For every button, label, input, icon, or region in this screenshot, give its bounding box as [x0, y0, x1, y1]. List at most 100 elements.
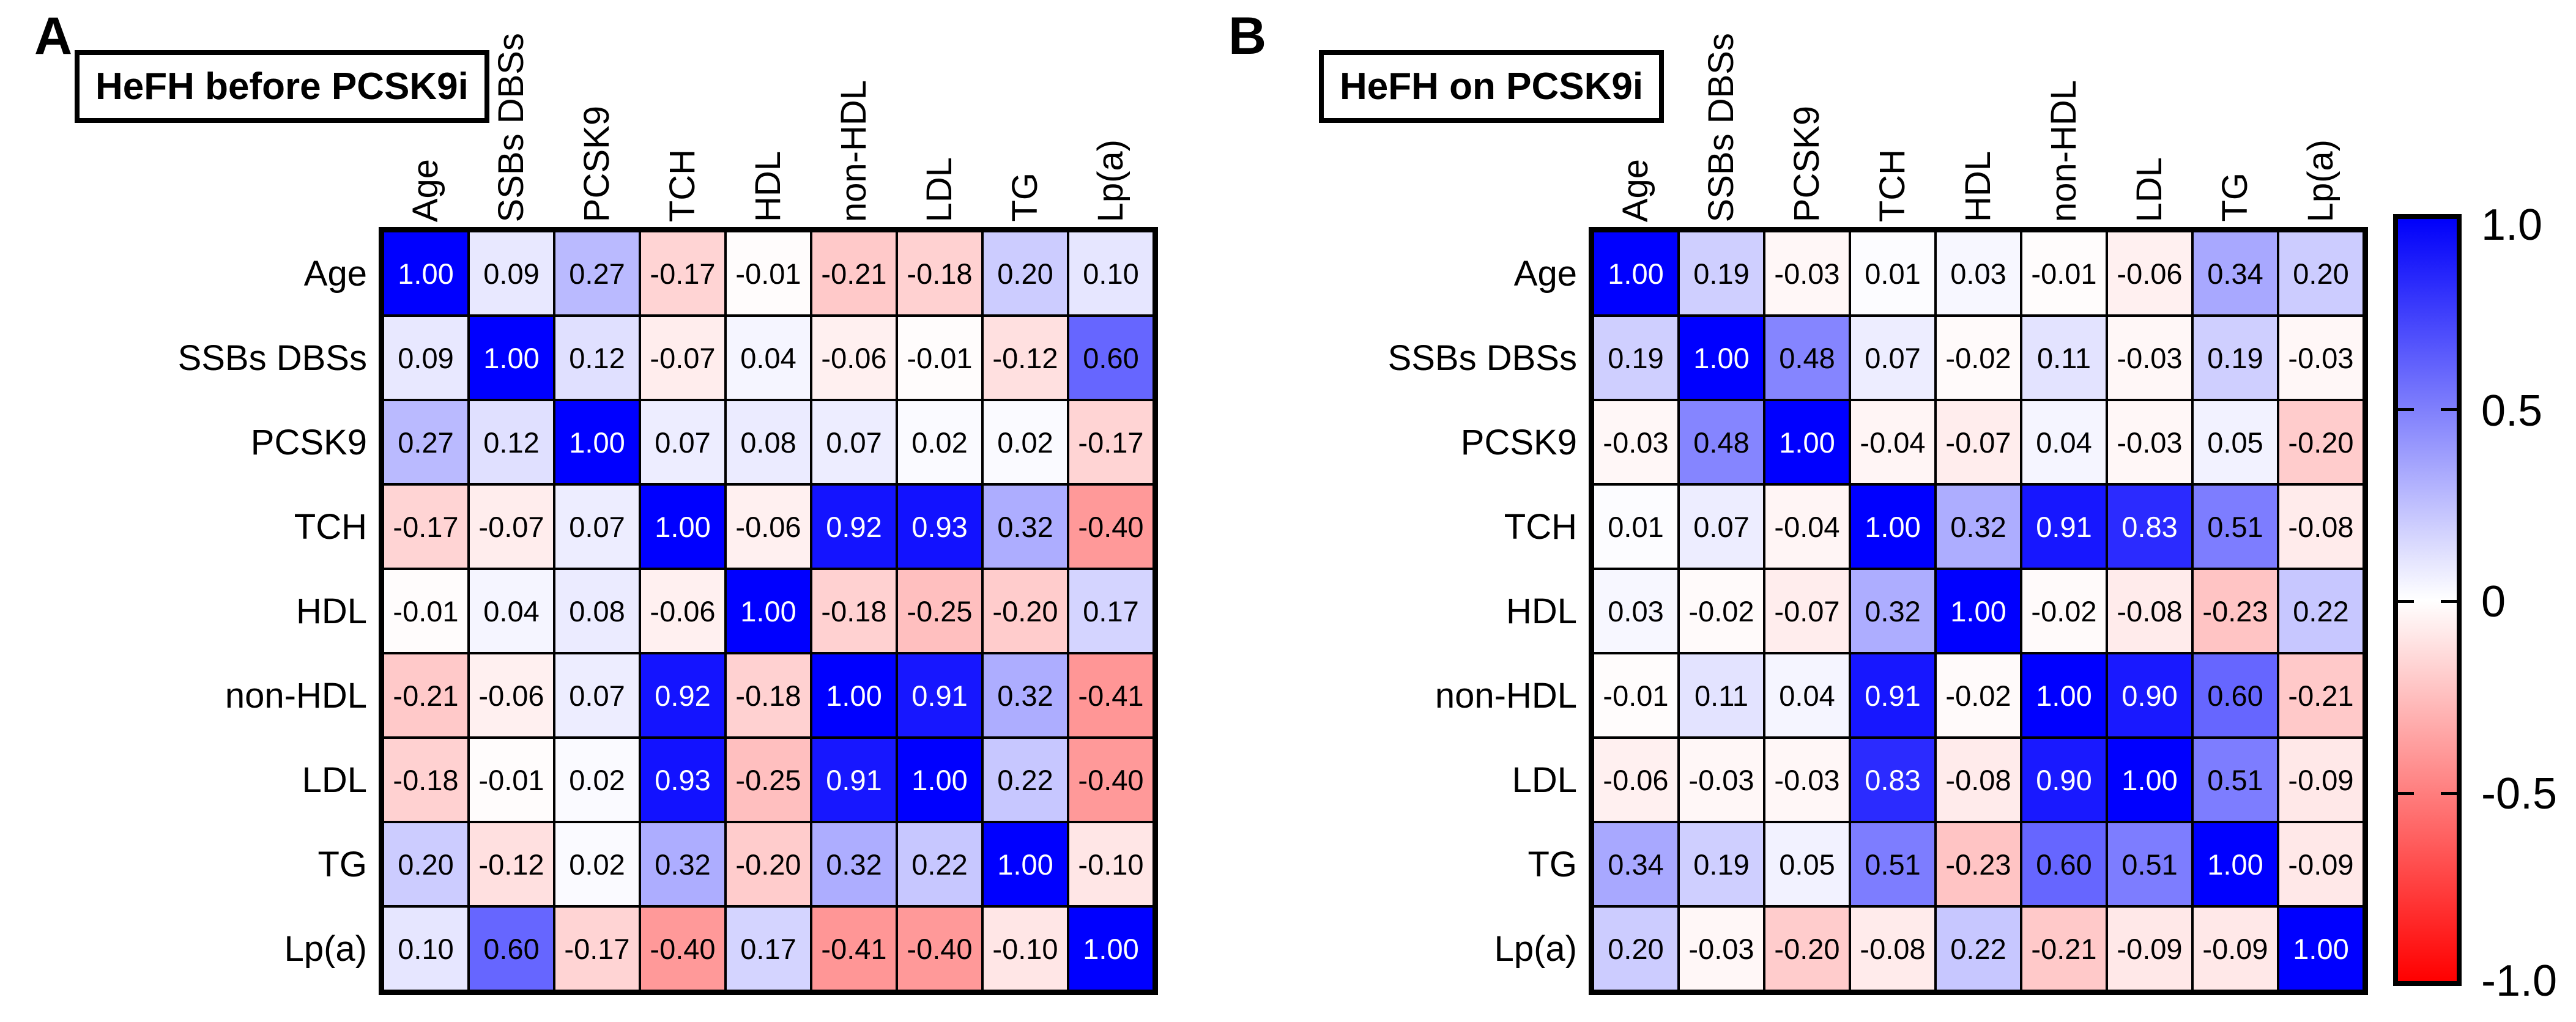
matrix-cell: -0.04	[1764, 484, 1850, 569]
matrix-cell: 1.00	[1764, 400, 1850, 484]
matrix-cell: 0.90	[2107, 653, 2192, 738]
matrix-cell: -0.02	[1679, 569, 1764, 653]
matrix-cell: 1.00	[897, 738, 982, 822]
matrix-cell: -0.25	[897, 569, 982, 653]
matrix-cell: 0.17	[1068, 569, 1154, 653]
matrix-cell: 0.11	[2021, 316, 2107, 400]
matrix-cell: -0.21	[2278, 653, 2364, 738]
row-label: LDL	[302, 760, 367, 800]
matrix-cell: -0.07	[1936, 400, 2021, 484]
matrix-cell: 0.19	[1679, 822, 1764, 906]
matrix-cell: 0.32	[640, 822, 726, 906]
col-label: LDL	[919, 157, 960, 222]
matrix-cell: -0.40	[1068, 484, 1154, 569]
col-label: TG	[2215, 172, 2255, 222]
matrix-cell: -0.09	[2107, 906, 2192, 991]
matrix-cell: -0.03	[2107, 316, 2192, 400]
matrix-cell: -0.20	[1764, 906, 1850, 991]
matrix-cell: 0.07	[1850, 316, 1936, 400]
row-label: HDL	[1505, 591, 1577, 631]
colorbar-label-1: 1.0	[2481, 201, 2543, 250]
matrix-cell: -0.18	[726, 653, 811, 738]
row-label: non-HDL	[225, 675, 367, 716]
matrix-cell: -0.08	[1850, 906, 1936, 991]
matrix-cell: 1.00	[1593, 231, 1679, 316]
matrix-cell: 1.00	[2107, 738, 2192, 822]
matrix-cell: 0.92	[640, 653, 726, 738]
matrix-cell: 0.07	[640, 400, 726, 484]
matrix-cell: 0.20	[982, 231, 1068, 316]
matrix-cell: 0.22	[982, 738, 1068, 822]
matrix-cell: 0.01	[1593, 484, 1679, 569]
matrix-cell: -0.08	[2278, 484, 2364, 569]
correlation-matrix-before: 1.00 0.09 0.27 -0.17 -0.01 -0.21 -0.18 0.20 0.10…	[379, 227, 1158, 995]
matrix-cell: 0.51	[2192, 484, 2278, 569]
matrix-cell: 1.00	[811, 653, 897, 738]
matrix-cell: -0.17	[1068, 400, 1154, 484]
row-label: TG	[1527, 844, 1577, 884]
matrix-cell: 0.32	[1850, 569, 1936, 653]
matrix-cell: 0.93	[897, 484, 982, 569]
matrix-cell: 0.51	[1850, 822, 1936, 906]
matrix-cell: -0.07	[640, 316, 726, 400]
col-label: Age	[406, 158, 446, 222]
matrix-cell: -0.03	[1679, 906, 1764, 991]
matrix-cell: 0.51	[2192, 738, 2278, 822]
matrix-cell: -0.01	[469, 738, 554, 822]
matrix-cell: 0.04	[2021, 400, 2107, 484]
matrix-cell: 0.27	[554, 231, 640, 316]
matrix-cell: -0.01	[897, 316, 982, 400]
matrix-cell: 0.09	[383, 316, 469, 400]
matrix-cell: -0.08	[2107, 569, 2192, 653]
matrix-cell: 1.00	[1936, 569, 2021, 653]
matrix-cell: 0.07	[1679, 484, 1764, 569]
matrix-cell: 0.34	[1593, 822, 1679, 906]
matrix-cell: 1.00	[2192, 822, 2278, 906]
col-label: PCSK9	[577, 105, 617, 222]
matrix-cell: 0.04	[1764, 653, 1850, 738]
matrix-cell: -0.06	[1593, 738, 1679, 822]
matrix-cell: 0.22	[1936, 906, 2021, 991]
matrix-cell: -0.17	[383, 484, 469, 569]
matrix-cell: 0.08	[554, 569, 640, 653]
matrix-cell: -0.09	[2278, 738, 2364, 822]
matrix-cell: 0.90	[2021, 738, 2107, 822]
matrix-cell: 0.04	[469, 569, 554, 653]
matrix-cell: -0.20	[726, 822, 811, 906]
matrix-cell: 1.00	[383, 231, 469, 316]
row-label: PCSK9	[250, 422, 367, 462]
matrix-cell: 0.91	[897, 653, 982, 738]
matrix-cell: 0.27	[383, 400, 469, 484]
matrix-cell: -0.07	[469, 484, 554, 569]
matrix-cell: 0.32	[1936, 484, 2021, 569]
panel-a-title: HeFH before PCSK9i	[75, 50, 489, 123]
matrix-cell: 0.60	[2192, 653, 2278, 738]
matrix-cell: 0.11	[1679, 653, 1764, 738]
matrix-cell: -0.03	[2107, 400, 2192, 484]
matrix-cell: -0.03	[1764, 738, 1850, 822]
matrix-cell: 0.12	[554, 316, 640, 400]
matrix-cell: 0.91	[811, 738, 897, 822]
matrix-cell: -0.21	[811, 231, 897, 316]
matrix-cell: -0.41	[811, 906, 897, 991]
matrix-cell: 0.34	[2192, 231, 2278, 316]
matrix-cell: 0.01	[1850, 231, 1936, 316]
matrix-cell: 0.20	[1593, 906, 1679, 991]
row-label: TCH	[294, 506, 367, 547]
matrix-cell: 1.00	[726, 569, 811, 653]
matrix-cell: 0.51	[2107, 822, 2192, 906]
matrix-cell: -0.23	[1936, 822, 2021, 906]
matrix-cell: 1.00	[1068, 906, 1154, 991]
matrix-cell: 0.91	[2021, 484, 2107, 569]
matrix-cell: -0.21	[2021, 906, 2107, 991]
matrix-cell: 0.03	[1936, 231, 2021, 316]
row-label: HDL	[295, 591, 367, 631]
matrix-cell: 0.19	[2192, 316, 2278, 400]
matrix-cell: 0.02	[554, 738, 640, 822]
matrix-cell: 0.07	[554, 484, 640, 569]
matrix-cell: 0.93	[640, 738, 726, 822]
row-label: Age	[303, 253, 367, 294]
matrix-cell: 0.48	[1764, 316, 1850, 400]
matrix-cell: 0.83	[2107, 484, 2192, 569]
